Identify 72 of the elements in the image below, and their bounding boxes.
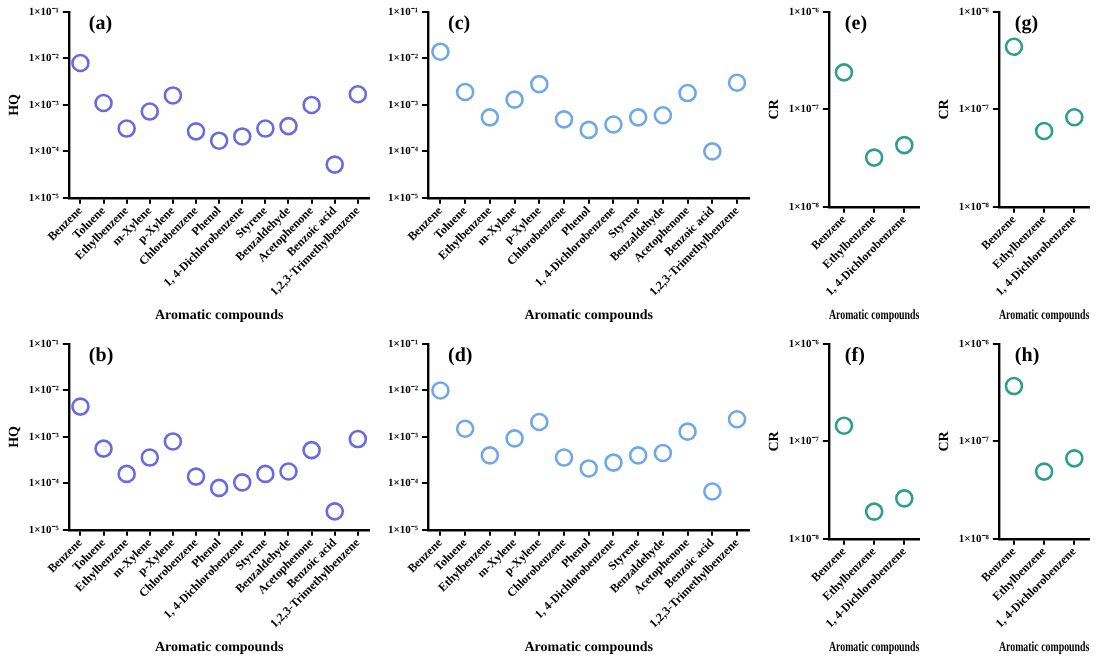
point [163,86,183,105]
point [554,448,574,467]
point [703,142,722,161]
point [325,502,345,521]
point [1065,449,1084,468]
point [1034,121,1054,141]
point [186,122,206,141]
point [302,95,321,115]
point [348,84,368,104]
point [279,462,298,481]
point [505,90,524,109]
point [117,464,136,484]
chart-title: (g) [1014,13,1039,36]
point [256,119,275,138]
point [579,120,599,140]
point [1004,376,1024,396]
chart-title: (c) [448,13,471,36]
point [71,397,90,416]
point [554,110,574,129]
point [1034,462,1054,481]
point [163,432,183,451]
point [579,459,599,478]
point [895,135,914,155]
point [678,83,697,103]
point [864,148,884,167]
point [455,82,475,102]
point [279,116,298,136]
point [209,131,229,150]
point [232,473,252,492]
point [302,440,321,460]
point [431,381,450,400]
point [604,453,623,472]
point [505,429,524,448]
point [604,115,623,134]
point [325,155,345,174]
point [834,63,854,82]
point [431,42,450,61]
chart-title: (b) [88,345,114,368]
point [727,73,747,93]
point [653,105,673,125]
point [1004,37,1024,57]
point [530,74,549,94]
point [94,439,113,458]
point [530,412,549,432]
point [140,448,160,467]
point [117,119,136,138]
point [140,102,160,121]
point [455,419,475,439]
chart-title: (d) [448,345,473,368]
point [94,93,113,113]
chart-title: (h) [1014,345,1040,368]
point [480,446,500,465]
point [1065,107,1084,127]
chart-title: (a) [88,13,113,36]
point [703,482,722,501]
point [628,446,648,465]
point [628,108,648,127]
point [348,429,368,449]
chart-title: (e) [844,13,868,36]
point [186,467,206,486]
point [864,502,884,521]
point [209,478,229,498]
point [256,464,275,484]
chart-title: (f) [844,345,865,368]
point [678,422,697,441]
point [480,108,500,127]
point [653,443,673,463]
point [895,489,914,508]
point [232,127,252,146]
point [834,416,854,435]
point [71,53,90,73]
point [727,409,747,429]
